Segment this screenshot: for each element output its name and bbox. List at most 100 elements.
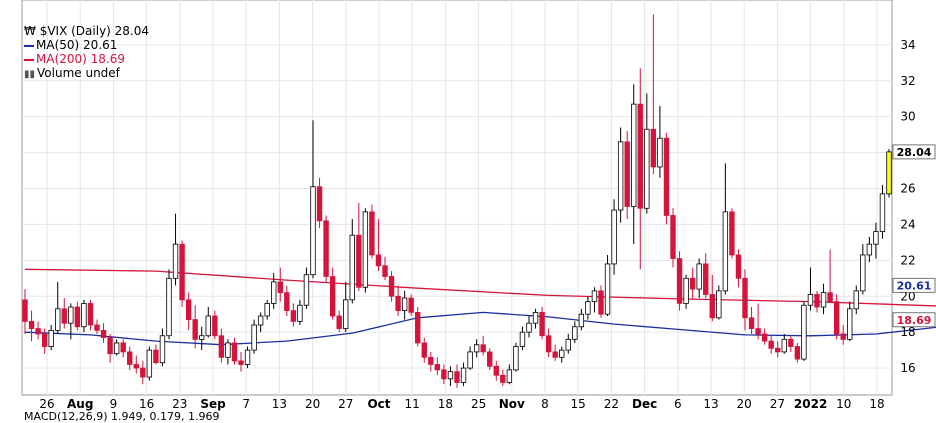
candle-body (788, 338, 794, 347)
x-tick-label: 20 (305, 397, 320, 411)
candle-body (434, 364, 441, 371)
candle-body (133, 364, 139, 369)
candle-body (284, 292, 290, 312)
candle-body (343, 299, 349, 329)
x-tick-label: 10 (836, 397, 851, 411)
x-tick-label: 27 (770, 397, 785, 411)
x-tick-label: 25 (471, 397, 486, 411)
candle-body (585, 301, 591, 315)
candle-body (28, 320, 35, 329)
candle-body (375, 254, 382, 267)
y-tick-label: 24 (900, 217, 915, 231)
candle-body (689, 277, 696, 290)
candle-body (480, 344, 486, 353)
candle-body (401, 297, 408, 312)
volume-bars-icon: ▮▮ (24, 69, 36, 80)
candle-body (604, 263, 611, 315)
y-tick-label: 32 (900, 74, 915, 88)
candle-body (212, 315, 218, 337)
x-tick-label: Aug (67, 397, 93, 411)
x-tick-label: 7 (242, 397, 250, 411)
candle-body (441, 369, 447, 380)
candle-body (205, 315, 211, 337)
candle-body (68, 306, 74, 324)
legend-ma200: MA(200) 18.69 (36, 52, 125, 66)
candle-body (192, 319, 198, 340)
x-tick-label: 27 (338, 397, 353, 411)
candle-body (408, 297, 414, 313)
candle-body (526, 322, 532, 333)
candle-body (382, 265, 388, 277)
candle-body (493, 365, 499, 376)
candle-body (807, 294, 814, 306)
candle-body (886, 151, 892, 195)
candle-body (87, 303, 94, 326)
candle-body (729, 211, 735, 256)
candle-body (107, 337, 113, 355)
macd-panel-label: MACD(12,26,9) 1.949, 0.179, 1.969 (24, 410, 220, 423)
candle-body (545, 335, 552, 353)
y-tick-label: 26 (900, 182, 915, 196)
y-tick-label: 30 (900, 110, 915, 124)
candle-body (166, 277, 172, 337)
candle-body (100, 329, 107, 338)
candle-body (310, 186, 316, 276)
x-tick-label: 11 (405, 397, 420, 411)
x-tick-label: 16 (139, 397, 154, 411)
x-tick-label: Dec (632, 397, 657, 411)
candle-body (218, 335, 225, 358)
candle-body (74, 306, 81, 328)
legend-symbol: $VIX (Daily) 28.04 (39, 24, 150, 38)
candle-body (814, 294, 820, 308)
ma50-swatch-icon (24, 44, 34, 47)
candle-body (251, 324, 257, 351)
candle-body (146, 349, 153, 378)
candles-layer (22, 14, 892, 388)
candle-body (421, 342, 427, 358)
candle-body (257, 315, 264, 326)
candle-body (591, 290, 598, 303)
candle-body (41, 333, 48, 347)
candle-body (781, 338, 787, 353)
candle-body (48, 329, 54, 347)
x-tick-label: 13 (272, 397, 287, 411)
candle-body (532, 312, 539, 324)
candle-body (487, 351, 493, 367)
ma200-value-badge-box (892, 312, 936, 328)
candle-body (879, 193, 886, 233)
candle-body (447, 371, 454, 380)
candle-body (179, 243, 185, 301)
ma200-value-badge-text: 18.69 (897, 314, 932, 327)
candle-body (454, 371, 460, 383)
candle-body (827, 292, 833, 303)
x-tick-label: 15 (571, 397, 586, 411)
candle-body (768, 340, 774, 349)
y-tick-label: 20 (900, 289, 915, 303)
candle-body (559, 349, 565, 358)
x-tick-label: 8 (541, 397, 549, 411)
candle-body (755, 328, 761, 335)
chart-legend: ₩ $VIX (Daily) 28.04 MA(50) 20.61 MA(200… (24, 24, 149, 82)
ma50-layer (24, 311, 936, 346)
candle-body (362, 211, 369, 288)
x-tick-label: 18 (869, 397, 884, 411)
legend-ma50: MA(50) 20.61 (36, 38, 118, 52)
candle-body (853, 290, 859, 310)
candle-body (297, 304, 303, 322)
candle-body (847, 308, 853, 340)
last-price-badge-text: 28.04 (897, 146, 932, 159)
candle-body (140, 367, 146, 378)
ma50-value-badge-text: 20.61 (897, 279, 932, 292)
candle-body (866, 243, 873, 256)
x-tick-label: 9 (110, 397, 118, 411)
candle-body (369, 211, 375, 256)
x-tick-label: Nov (499, 397, 525, 411)
x-tick-label: 22 (604, 397, 619, 411)
candle-body (657, 137, 663, 168)
candle-body (127, 351, 133, 365)
x-tick-label: 18 (438, 397, 453, 411)
candle-body (676, 258, 683, 304)
candle-body (55, 308, 61, 331)
candle-body (395, 295, 401, 312)
candle-body (519, 331, 526, 347)
